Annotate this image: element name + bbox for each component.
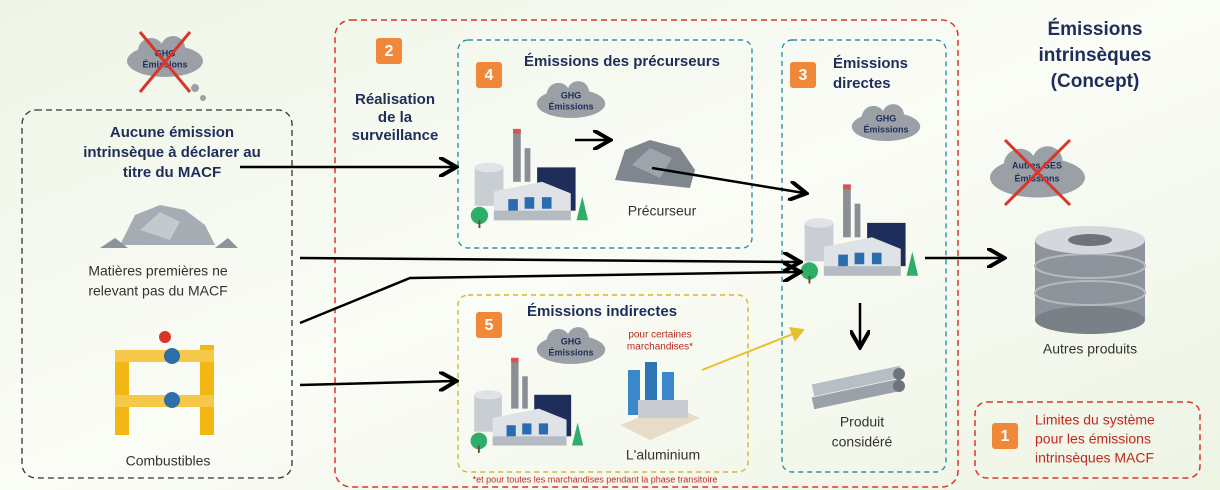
- legend-text: intrinsèques MACF: [1035, 450, 1154, 466]
- box-title: Émissions indirectes: [527, 303, 677, 320]
- cloud-text: GHG: [561, 90, 582, 100]
- box-title: Émissions: [833, 55, 908, 72]
- cloud-text: GHG: [876, 113, 897, 123]
- footnote: *et pour toutes les marchandises pendant…: [473, 474, 718, 484]
- number: 4: [485, 67, 494, 84]
- number: 2: [385, 43, 394, 60]
- fuels-label: Combustibles: [126, 453, 211, 469]
- product-label: Produit: [840, 414, 884, 430]
- monitoring-label: surveillance: [352, 127, 439, 144]
- monitoring-label: Réalisation: [355, 91, 435, 108]
- left-title: intrinsèque à déclarer au: [83, 144, 261, 161]
- box-title: Émissions des précurseurs: [524, 53, 720, 70]
- precursor-label: Précurseur: [628, 203, 697, 219]
- products-label: Autres produits: [1043, 341, 1137, 357]
- concept-title: (Concept): [1051, 71, 1140, 92]
- cloud-text: Autres GES: [1012, 160, 1062, 170]
- diagram: GHG Émissions Aucune émission intrinsèqu…: [0, 0, 1220, 490]
- left-title: titre du MACF: [123, 164, 221, 181]
- raw-materials-label: relevant pas du MACF: [88, 283, 227, 299]
- cloud-dot: [191, 84, 199, 92]
- cloud-text: GHG: [561, 336, 582, 346]
- product-label: considéré: [832, 434, 893, 450]
- aluminium-label: L'aluminium: [626, 447, 700, 463]
- legend-text: Limites du système: [1035, 412, 1155, 428]
- monitoring-label: de la: [378, 109, 413, 126]
- number: 5: [485, 317, 494, 334]
- legend-text: pour les émissions: [1035, 431, 1151, 447]
- left-title: Aucune émission: [110, 124, 234, 141]
- note: marchandises*: [627, 342, 693, 353]
- note: pour certaines: [628, 330, 691, 341]
- number: 1: [1001, 428, 1010, 445]
- box-title: directes: [833, 75, 891, 92]
- raw-materials-label: Matières premières ne: [88, 263, 227, 279]
- concept-title: Émissions: [1047, 18, 1142, 40]
- cloud-text: Émissions: [548, 101, 593, 111]
- concept-title: intrinsèques: [1039, 45, 1152, 66]
- cloud-dot: [200, 95, 206, 101]
- products-icon: [1035, 226, 1145, 334]
- cloud-text: Émissions: [863, 124, 908, 134]
- number: 3: [799, 67, 808, 84]
- cloud-text: Émissions: [548, 347, 593, 357]
